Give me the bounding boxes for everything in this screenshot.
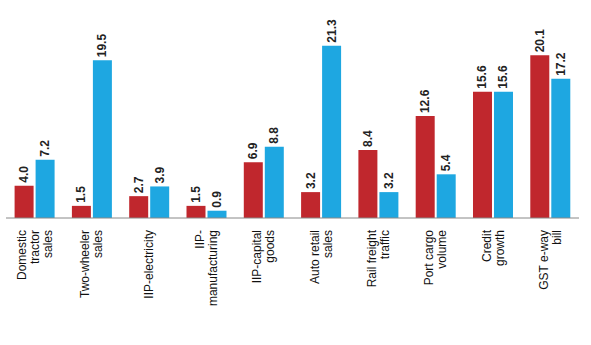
svg-text:7.2: 7.2	[38, 140, 52, 157]
svg-text:20.1: 20.1	[533, 29, 547, 53]
svg-text:4.0: 4.0	[17, 166, 31, 183]
svg-text:3.2: 3.2	[304, 172, 318, 189]
svg-text:6.9: 6.9	[246, 142, 260, 159]
svg-text:2.7: 2.7	[132, 176, 146, 193]
svg-text:GST e-waybill: GST e-waybill	[537, 230, 564, 290]
svg-text:0.9: 0.9	[210, 191, 224, 208]
svg-text:Domestictractorsales: Domestictractorsales	[15, 230, 55, 280]
svg-text:IIP-manufacturing: IIP-manufacturing	[193, 230, 220, 306]
svg-text:17.2: 17.2	[554, 52, 568, 76]
svg-text:15.6: 15.6	[475, 65, 489, 89]
svg-text:5.4: 5.4	[439, 154, 453, 171]
svg-text:8.8: 8.8	[267, 127, 281, 144]
svg-text:Creditgrowth: Creditgrowth	[480, 229, 507, 266]
svg-text:21.3: 21.3	[325, 19, 339, 43]
svg-text:3.9: 3.9	[153, 166, 167, 183]
svg-text:15.6: 15.6	[496, 65, 510, 89]
svg-text:3.2: 3.2	[382, 172, 396, 189]
svg-text:Rail freighttraffic: Rail freighttraffic	[365, 229, 392, 287]
svg-text:Port cargovolume: Port cargovolume	[422, 230, 449, 286]
svg-text:1.5: 1.5	[189, 186, 203, 203]
svg-text:8.4: 8.4	[361, 130, 375, 147]
svg-text:1.5: 1.5	[74, 186, 88, 203]
svg-text:IIP-capitalgoods: IIP-capitalgoods	[250, 230, 277, 283]
svg-text:IIP-electricity: IIP-electricity	[142, 230, 156, 299]
svg-text:Auto retailsales: Auto retailsales	[308, 230, 335, 284]
svg-text:19.5: 19.5	[95, 34, 109, 58]
svg-text:Two-wheelersales: Two-wheelersales	[78, 230, 105, 298]
svg-text:12.6: 12.6	[418, 89, 432, 113]
